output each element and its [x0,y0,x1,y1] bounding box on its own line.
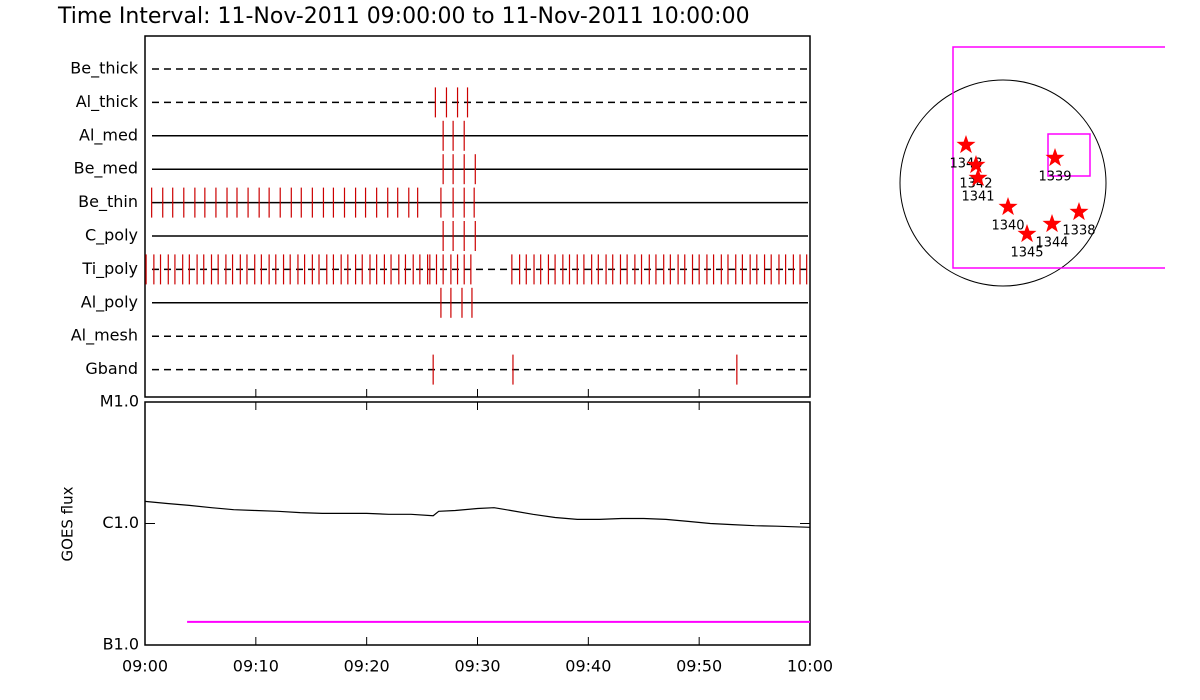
sunspot-star [1042,214,1062,233]
filter-label: Al_poly [81,292,138,312]
filter-label: C_poly [85,226,138,246]
filter-label: Be_thick [70,59,138,79]
filter-label: Al_thick [76,92,139,112]
fov-box [952,46,1165,269]
chart-title: Time Interval: 11-Nov-2011 09:00:00 to 1… [57,4,750,29]
y-tick-label: C1.0 [102,513,139,532]
region-label: 1345 [1010,245,1043,260]
x-tick-label: 09:30 [454,657,500,676]
sunspot-star [956,135,976,154]
x-tick-label: 09:00 [122,657,168,676]
flux-line [144,500,811,528]
region-label: 1341 [961,189,994,204]
y-axis-label: GOES flux [59,486,77,561]
sunspot-star [998,197,1018,216]
region-label: 1340 [991,219,1024,234]
x-tick-label: 10:00 [787,657,833,676]
timeline-frame [144,35,811,398]
filter-label: Al_med [79,125,138,145]
x-tick-label: 09:20 [344,657,390,676]
filter-label: Gband [85,359,138,378]
y-tick-label: B1.0 [103,635,139,654]
x-tick-label: 09:40 [565,657,611,676]
region-label: 1342 [959,176,992,191]
region-label: 1339 [1038,170,1071,185]
x-tick-label: 09:50 [676,657,722,676]
region-label: 1344 [1035,235,1068,250]
y-tick-label: M1.0 [100,392,139,411]
sunspot-star [1045,148,1065,167]
region-label: 1338 [1062,223,1095,238]
filter-label: Ti_poly [81,259,138,279]
filter-label: Al_mesh [71,326,138,346]
filter-label: Be_med [74,159,138,179]
x-tick-label: 09:10 [233,657,279,676]
sunspot-star [1017,224,1037,243]
sunspot-star [968,168,988,186]
sunspot-star [1069,202,1089,221]
solar-disk [899,79,1107,287]
filter-label: Be_thin [78,192,138,212]
sunspot-star [966,155,986,174]
